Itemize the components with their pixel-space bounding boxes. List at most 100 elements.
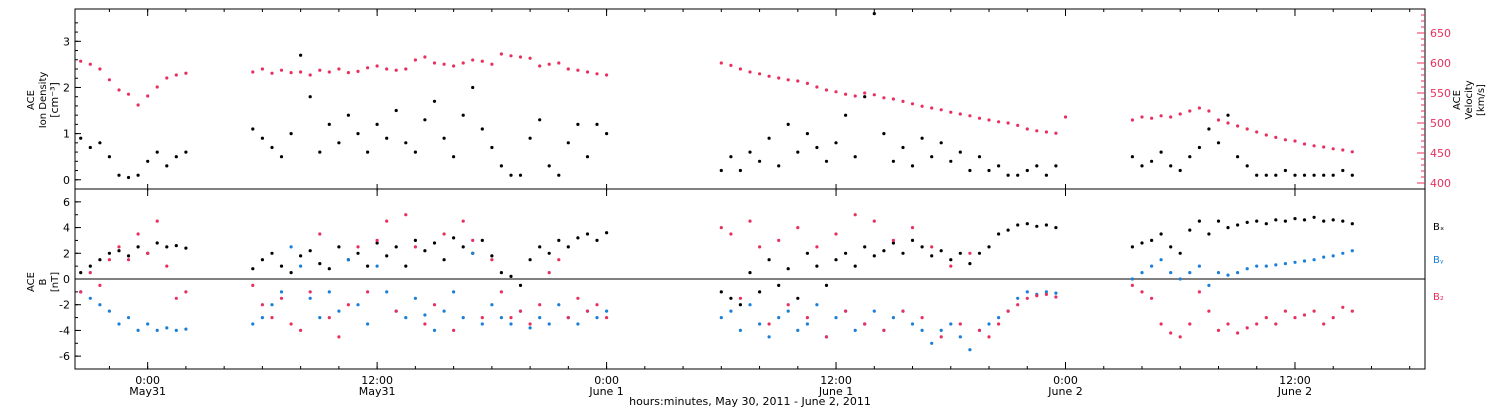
- velocity-point: [461, 61, 465, 65]
- by-point: [442, 309, 446, 313]
- density-point: [136, 173, 140, 177]
- velocity-point: [1341, 148, 1345, 152]
- density-point: [413, 150, 417, 154]
- density-point: [910, 164, 915, 168]
- bz-point: [576, 296, 580, 300]
- density-point: [509, 173, 513, 177]
- bx-point: [480, 238, 484, 242]
- by-point: [279, 290, 284, 294]
- velocity-point: [901, 99, 905, 103]
- velocity-point: [538, 64, 542, 68]
- bx-point: [863, 245, 867, 249]
- density-tick-label: 3: [63, 35, 70, 48]
- density-point: [987, 168, 991, 173]
- by-point: [891, 316, 896, 320]
- density-label-line-1: ACE: [26, 90, 37, 110]
- by-point: [1283, 262, 1287, 266]
- velocity-point: [394, 68, 398, 72]
- density-point: [1245, 164, 1249, 168]
- density-point: [805, 132, 810, 136]
- density-point: [968, 168, 972, 173]
- density-point: [260, 136, 264, 140]
- by-point: [1350, 249, 1354, 253]
- bx-point: [576, 236, 580, 240]
- density-point: [777, 164, 781, 168]
- velocity-point: [844, 92, 848, 96]
- bx-point: [1207, 232, 1211, 236]
- bz-point: [585, 309, 590, 313]
- velocity-point: [308, 73, 312, 77]
- bx-point: [423, 249, 427, 253]
- density-point: [366, 150, 370, 154]
- density-point: [796, 150, 800, 154]
- bz-point: [146, 251, 150, 255]
- velocity-point: [1054, 131, 1058, 135]
- density-point: [834, 141, 838, 145]
- bx-point: [299, 254, 303, 258]
- bx-point: [442, 258, 446, 262]
- by-point: [805, 322, 810, 326]
- by-point: [1025, 290, 1029, 294]
- velocity-point: [824, 88, 829, 92]
- density-point: [337, 141, 341, 145]
- by-point: [299, 264, 303, 268]
- density-point: [1283, 168, 1287, 173]
- bx-point: [815, 264, 819, 268]
- bx-point: [901, 251, 905, 255]
- velocity-point: [480, 59, 484, 63]
- density-point: [251, 127, 255, 131]
- velocity-point: [432, 61, 437, 65]
- series-by: [79, 245, 1354, 352]
- velocity-point: [949, 110, 953, 114]
- bx-point: [748, 271, 752, 275]
- velocity-point: [1140, 115, 1144, 119]
- by-point: [853, 328, 857, 332]
- density-tick-label: 0: [63, 174, 70, 187]
- density-point: [471, 85, 475, 90]
- bx-point: [490, 254, 494, 258]
- density-point: [815, 145, 819, 150]
- by-point: [184, 327, 188, 331]
- field-tick-label: 2: [63, 247, 70, 260]
- density-point: [1350, 173, 1354, 177]
- velocity-label-line-1: ACE: [1452, 90, 1463, 110]
- by-point: [327, 290, 331, 294]
- time-tick-label: 12:00: [1279, 374, 1311, 387]
- density-axis: 0 1 2 3: [63, 22, 81, 187]
- by-point: [1302, 259, 1307, 263]
- field-label-line-3: [nT]: [50, 272, 61, 292]
- by-point: [375, 264, 379, 268]
- velocity-point: [1006, 121, 1010, 125]
- velocity-point: [815, 85, 819, 89]
- velocity-point: [930, 106, 934, 110]
- bz-point: [299, 328, 303, 332]
- density-point: [1169, 164, 1173, 168]
- density-point: [585, 155, 590, 159]
- bx-point: [499, 271, 503, 275]
- by-point: [471, 251, 475, 255]
- bz-point: [1130, 283, 1134, 287]
- bx-point: [337, 245, 341, 249]
- bz-point: [1350, 309, 1354, 313]
- bz-point: [777, 238, 781, 242]
- by-point: [461, 316, 465, 320]
- velocity-point: [260, 67, 264, 71]
- density-point: [949, 159, 953, 163]
- density-point: [576, 122, 580, 126]
- series-bx: [79, 215, 1354, 307]
- by-point: [920, 328, 924, 332]
- density-point: [155, 150, 159, 154]
- density-point: [1207, 127, 1211, 131]
- density-point: [930, 155, 934, 159]
- velocity-point: [557, 61, 561, 65]
- density-point: [184, 150, 188, 154]
- bz-point: [1322, 322, 1326, 326]
- bz-point: [939, 335, 943, 339]
- bz-point: [1178, 335, 1182, 339]
- bz-point: [595, 303, 599, 307]
- bz-point: [1293, 316, 1297, 320]
- velocity-point: [136, 103, 140, 107]
- bx-point: [872, 254, 876, 258]
- velocity-point: [337, 67, 341, 71]
- bx-point: [184, 246, 188, 250]
